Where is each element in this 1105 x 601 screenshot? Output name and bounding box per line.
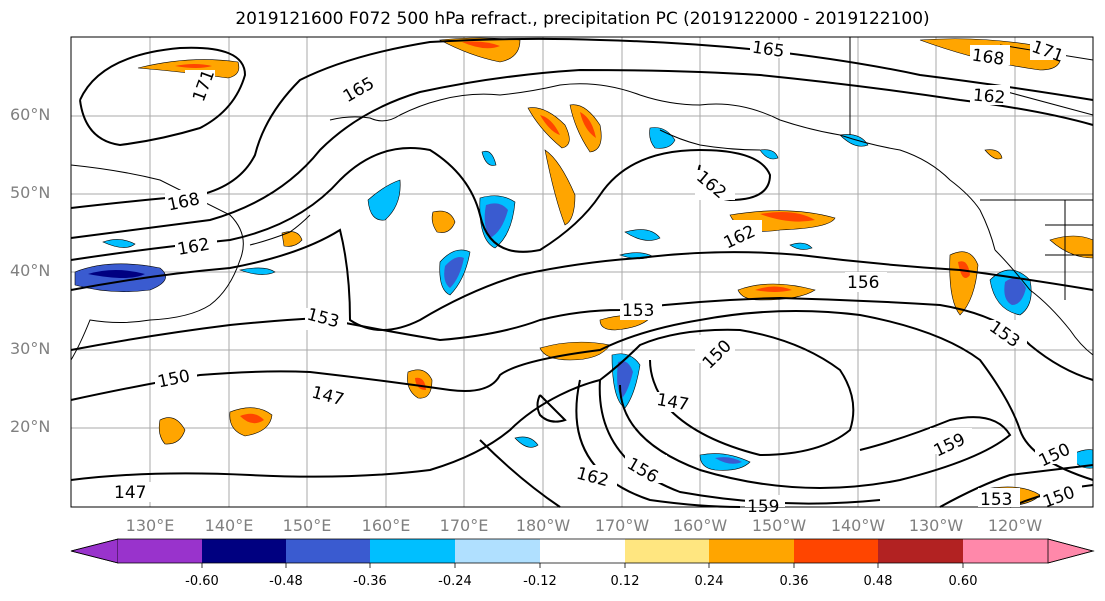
colorbar — [70, 538, 1095, 568]
colorbar-tick-label: 0.12 — [610, 574, 640, 589]
map-title: 2019121600 F072 500 hPa refract., precip… — [235, 9, 930, 29]
contour-label: 156 — [847, 273, 879, 293]
lon-label: 160°E — [361, 516, 411, 535]
lon-label: 170°E — [439, 516, 489, 535]
lat-label: 60°N — [10, 105, 51, 124]
colorbar-tick-label: -0.12 — [523, 574, 557, 589]
contour-label: 159 — [747, 497, 779, 517]
contour-label: 147 — [114, 483, 146, 503]
colorbar-tick-label: -0.24 — [438, 574, 472, 589]
lon-label: 130°E — [125, 516, 175, 535]
contour-label-group: 165 171 168 171 162 165 168 162 162 162 … — [112, 37, 1082, 517]
lon-label: 140°W — [830, 516, 886, 535]
lon-label: 150°W — [751, 516, 807, 535]
colorbar-tick-label: -0.48 — [269, 574, 303, 589]
lon-label: 140°E — [204, 516, 254, 535]
lat-label: 20°N — [10, 417, 51, 436]
precipitation-shading — [74, 37, 1094, 508]
lon-label: 180°W — [515, 516, 571, 535]
contour-label: 153 — [980, 490, 1012, 510]
contour-label: 162 — [972, 86, 1006, 109]
colorbar-tick-label: 0.60 — [948, 574, 978, 589]
contour-label: 165 — [751, 38, 786, 62]
colorbar-tick-label: 0.48 — [863, 574, 893, 589]
lat-label: 30°N — [10, 339, 51, 358]
lon-label: 120°W — [987, 516, 1043, 535]
colorbar-tick-label: 0.36 — [779, 574, 809, 589]
lon-label: 150°E — [282, 516, 332, 535]
colorbar-tick-label: 0.24 — [694, 574, 724, 589]
lon-label: 130°W — [908, 516, 964, 535]
lon-label: 170°W — [594, 516, 650, 535]
contour-lines — [70, 37, 1094, 508]
contour-label: 153 — [622, 301, 654, 321]
contour-label: 168 — [971, 46, 1006, 70]
colorbar-tick-label: -0.36 — [353, 574, 387, 589]
contour-label: 162 — [176, 235, 211, 260]
lat-label: 50°N — [10, 183, 51, 202]
coastlines — [70, 37, 1094, 361]
lon-label: 160°W — [672, 516, 728, 535]
lat-label: 40°N — [10, 261, 51, 280]
map-frame — [70, 36, 1094, 508]
colorbar-tick-label: -0.60 — [185, 574, 219, 589]
